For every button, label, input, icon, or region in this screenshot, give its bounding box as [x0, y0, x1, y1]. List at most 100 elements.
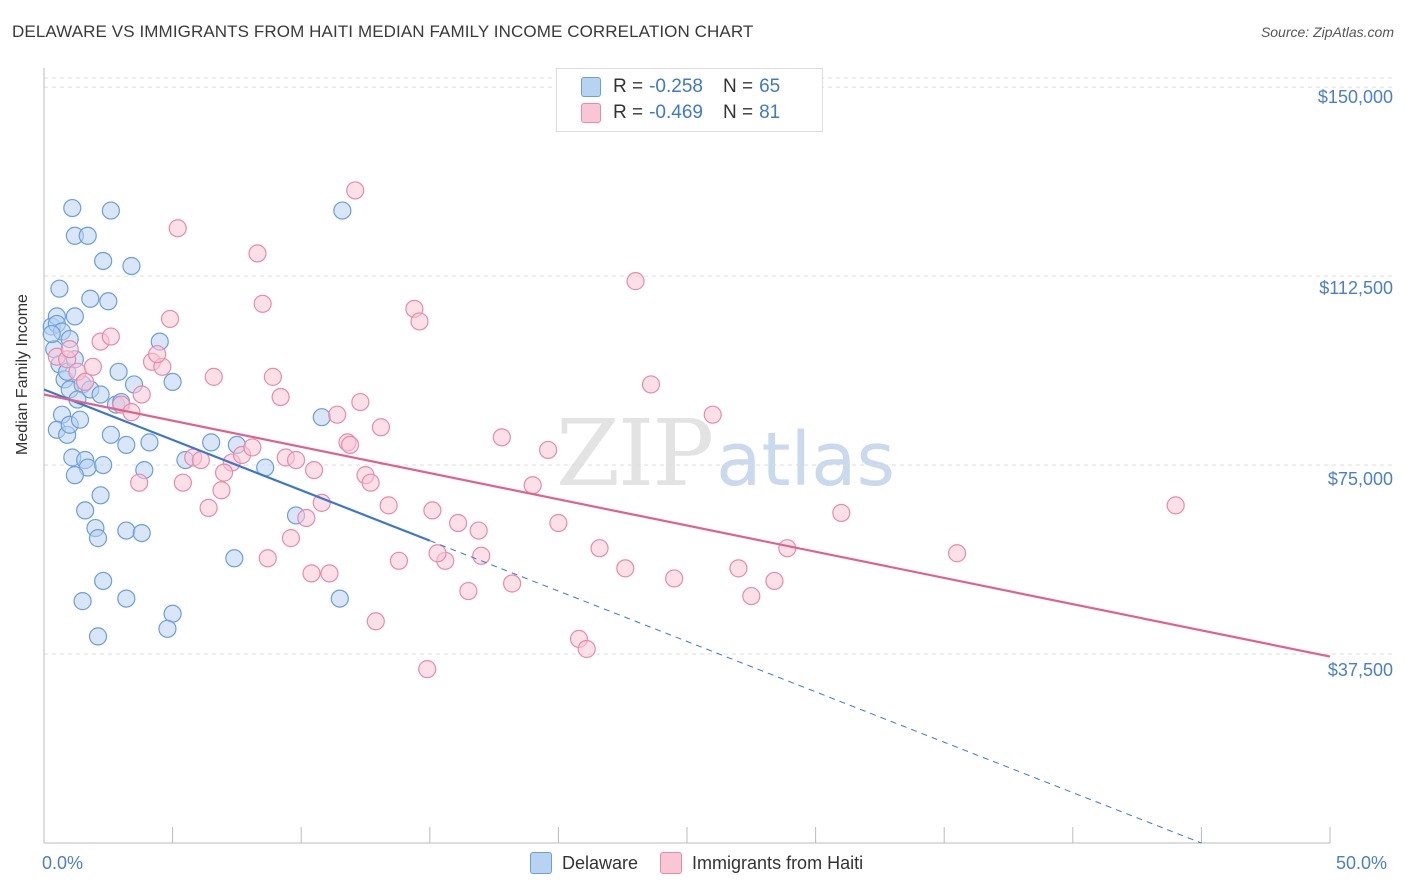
legend-label-delaware: Delaware [562, 852, 639, 873]
delaware-legend-swatch-icon [530, 852, 552, 874]
legend-n-value: 65 [759, 76, 781, 97]
haiti-point [258, 549, 277, 568]
haiti-point [703, 405, 722, 424]
series-legend: Delaware Immigrants from Haiti [530, 852, 885, 874]
haiti-point [199, 498, 218, 517]
watermark-atlas: atlas [716, 417, 895, 503]
legend-r-label: R = [613, 76, 644, 97]
haiti-point [204, 367, 223, 386]
haiti-point [243, 438, 262, 457]
haiti-point [423, 501, 442, 520]
delaware-point [65, 307, 84, 326]
delaware-trend-line [43, 388, 431, 542]
haiti-point [60, 340, 79, 359]
haiti-point [503, 574, 522, 593]
haiti-point [371, 418, 391, 437]
delaware-point [91, 385, 110, 404]
haiti-point [1166, 496, 1185, 515]
haiti-point [130, 473, 149, 492]
delaware-point [333, 201, 352, 220]
watermark-zip: ZIP [556, 400, 714, 507]
haiti-point [418, 660, 437, 679]
haiti-point [472, 546, 491, 565]
haiti-point [832, 503, 851, 523]
delaware-point [132, 523, 151, 543]
delaware-point [117, 435, 136, 455]
x-tick-label-max: 50.0% [1336, 853, 1388, 873]
delaware-point [63, 198, 82, 218]
haiti-point [947, 544, 967, 563]
haiti-point [389, 551, 409, 570]
delaware-point [42, 324, 61, 344]
source-credit: Source: ZipAtlas.com [1260, 24, 1394, 40]
legend-item-haiti[interactable]: Immigrants from Haiti [660, 852, 863, 874]
delaware-point [312, 408, 331, 427]
delaware-point [101, 425, 120, 444]
haiti-point [765, 571, 784, 591]
haiti-point [469, 521, 488, 540]
delaware-point [73, 592, 92, 611]
haiti-point [448, 513, 468, 533]
legend-r-label: R = [613, 102, 644, 123]
haiti-point [263, 367, 283, 386]
legend-r-value: -0.258 [649, 76, 703, 97]
haiti-point [641, 375, 661, 394]
haiti-point [523, 476, 542, 495]
delaware-point [99, 292, 118, 311]
delaware-point [65, 466, 84, 485]
haiti-point [379, 496, 398, 515]
haiti-point [271, 387, 290, 407]
legend-r-value: -0.469 [649, 102, 703, 123]
haiti-point [173, 473, 192, 492]
delaware-point [70, 410, 90, 429]
haiti-point [729, 559, 748, 578]
haiti-trend-line [43, 393, 1331, 658]
haiti-point [132, 385, 151, 404]
haiti-point [410, 312, 429, 331]
haiti-point [492, 428, 511, 447]
y-tick-label-150000: $150,000 [1317, 87, 1393, 107]
haiti-point [304, 460, 324, 480]
delaware-point [225, 549, 244, 568]
haiti-point [76, 372, 95, 392]
haiti-point [302, 564, 321, 583]
y-tick-label-75000: $75,000 [1327, 469, 1393, 489]
delaware-point [76, 501, 95, 520]
chart-title: DELAWARE VS IMMIGRANTS FROM HAITI MEDIAN… [12, 22, 754, 41]
haiti-point [297, 508, 316, 528]
delaware-point [330, 589, 349, 608]
haiti-legend-swatch-icon [660, 852, 683, 874]
legend-n-label: N = [722, 76, 754, 97]
haiti-point [626, 272, 645, 291]
haiti-point [351, 392, 370, 412]
delaware-swatch-icon [581, 77, 601, 97]
haiti-swatch-icon [581, 103, 601, 123]
haiti-point [366, 612, 385, 631]
haiti-point [346, 181, 365, 200]
legend-row-delaware: R = -0.258 N = 65 [581, 75, 780, 99]
haiti-point [616, 559, 635, 578]
delaware-point [163, 604, 182, 623]
legend-item-delaware[interactable]: Delaware [530, 852, 638, 874]
stats-legend: R = -0.258 N = 65 R = -0.469 N = 81 [556, 68, 823, 132]
delaware-point [78, 226, 97, 245]
legend-label-haiti: Immigrants from Haiti [692, 852, 864, 873]
delaware-point [122, 256, 141, 276]
haiti-point [549, 513, 568, 533]
haiti-point [320, 564, 339, 583]
y-tick-label-112500: $112,500 [1319, 278, 1393, 298]
delaware-point [163, 372, 182, 392]
delaware-point [117, 589, 136, 608]
delaware-point [117, 521, 136, 540]
haiti-point [253, 294, 272, 313]
delaware-point [81, 289, 100, 308]
haiti-point [212, 481, 231, 500]
legend-n-value: 81 [759, 102, 781, 123]
delaware-trend-extension [429, 540, 1202, 844]
legend-n-label: N = [722, 102, 754, 123]
haiti-point [101, 327, 120, 346]
haiti-point [160, 309, 180, 329]
watermark: ZIPatlas [556, 400, 895, 507]
delaware-point [101, 201, 120, 220]
delaware-point [94, 571, 113, 591]
